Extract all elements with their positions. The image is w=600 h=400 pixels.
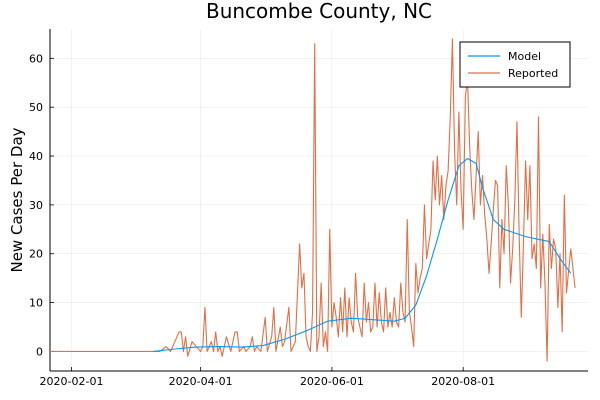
legend-label-model: Model bbox=[508, 50, 541, 63]
series bbox=[50, 38, 576, 362]
y-tick-label: 50 bbox=[29, 101, 43, 114]
series-line-reported bbox=[50, 38, 576, 362]
series-line-model bbox=[153, 157, 572, 353]
y-tick-label: 0 bbox=[36, 345, 43, 358]
y-tick-label: 20 bbox=[29, 248, 43, 261]
legend: Model Reported bbox=[459, 41, 571, 88]
x-tick-label: 2020-06-01 bbox=[300, 375, 364, 388]
y-axis-label: New Cases Per Day bbox=[8, 127, 26, 272]
x-tick-label: 2020-04-01 bbox=[169, 375, 233, 388]
chart-title: Buncombe County, NC bbox=[206, 0, 432, 23]
y-tick-label: 60 bbox=[29, 52, 43, 65]
legend-box bbox=[459, 41, 571, 88]
axes bbox=[49, 29, 588, 372]
x-tick-label: 2020-08-01 bbox=[431, 375, 495, 388]
x-tick-label: 2020-02-01 bbox=[40, 375, 104, 388]
ticks: 2020-02-01 2020-04-01 2020-06-01 2020-08-01… bbox=[29, 52, 495, 388]
y-tick-label: 30 bbox=[29, 199, 43, 212]
legend-label-reported: Reported bbox=[508, 67, 558, 80]
y-tick-label: 10 bbox=[29, 297, 43, 310]
y-tick-label: 40 bbox=[29, 150, 43, 163]
